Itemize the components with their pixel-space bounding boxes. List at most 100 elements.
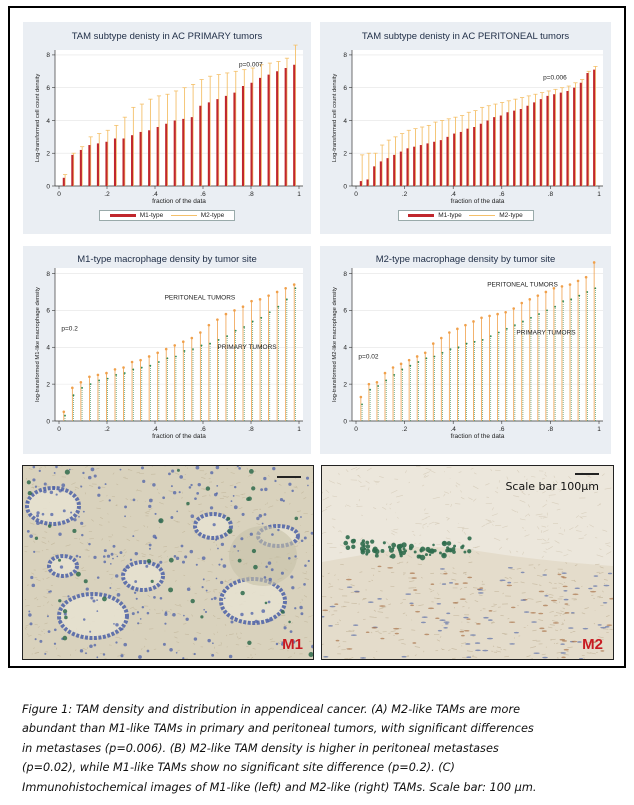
cell	[568, 627, 574, 629]
fiber	[440, 573, 444, 575]
x-tick-label: 0	[57, 191, 61, 198]
nucleus	[261, 522, 264, 525]
stained-cell	[58, 599, 62, 603]
stroma-fiber	[50, 555, 55, 558]
cell	[322, 615, 325, 618]
nucleus	[195, 563, 198, 566]
nucleus	[300, 516, 302, 518]
nucleus	[26, 500, 29, 504]
fiber	[529, 658, 534, 659]
nucleus	[209, 506, 214, 510]
stroma-fiber	[256, 523, 261, 526]
fiber	[551, 620, 558, 623]
fiber	[444, 491, 450, 494]
fiber	[555, 642, 559, 645]
x-tick-label: 0	[57, 426, 61, 433]
stroma-fiber	[36, 599, 39, 601]
nucleus	[52, 486, 56, 490]
cell	[474, 642, 481, 644]
x-tick-label: 1	[297, 191, 301, 198]
cell	[454, 583, 459, 585]
stroma-fiber	[156, 612, 162, 614]
stroma-fiber	[191, 614, 193, 617]
cell	[544, 595, 549, 597]
gland	[47, 554, 79, 578]
nucleus	[223, 597, 226, 600]
stroma-fiber	[174, 546, 179, 549]
point-primary	[417, 361, 420, 363]
nucleus	[115, 641, 118, 644]
stroma-fiber	[277, 641, 280, 644]
nucleus	[39, 639, 43, 643]
fiber	[359, 571, 363, 573]
nucleus	[263, 476, 267, 481]
x-tick-label: .6	[499, 426, 505, 433]
fiber	[519, 489, 524, 493]
stroma-fiber	[215, 652, 219, 654]
stained-cell	[237, 558, 242, 563]
nucleus	[75, 554, 79, 558]
cell	[410, 604, 415, 607]
fiber	[536, 574, 543, 577]
nucleus	[92, 599, 96, 603]
stroma-fiber	[308, 615, 313, 618]
cell	[604, 626, 610, 628]
fiber	[522, 551, 525, 555]
fiber	[472, 498, 477, 502]
stroma-fiber	[81, 525, 87, 528]
point-primary	[285, 298, 288, 301]
nucleus	[249, 532, 253, 536]
stroma-fiber	[183, 623, 187, 625]
x-tick-label: .4	[152, 426, 158, 433]
stroma-fiber	[122, 554, 126, 557]
cell	[563, 598, 569, 601]
stroma-fiber	[238, 577, 242, 580]
legend-item: M2-type	[170, 212, 224, 219]
stained-cell	[391, 542, 397, 548]
cell	[488, 619, 493, 621]
y-tick-label: 2	[46, 151, 50, 158]
nucleus	[120, 654, 124, 658]
cell	[411, 577, 417, 579]
fiber	[450, 503, 453, 508]
cell	[413, 589, 418, 591]
fiber	[598, 571, 604, 574]
point-peritoneal	[173, 344, 177, 347]
nucleus	[138, 655, 142, 659]
fiber	[485, 519, 492, 522]
nucleus	[58, 532, 62, 536]
gland	[193, 512, 233, 540]
stroma-fiber	[301, 598, 303, 601]
stroma-fiber	[103, 658, 107, 659]
fiber	[542, 538, 547, 542]
stained-cell	[83, 579, 88, 584]
nucleus	[241, 512, 245, 516]
nucleus	[137, 622, 140, 625]
nucleus	[211, 653, 215, 657]
y-tick-label: 0	[46, 183, 50, 190]
cell	[539, 627, 545, 630]
fiber	[584, 534, 587, 537]
fiber	[485, 502, 492, 505]
nucleus	[62, 509, 66, 513]
nucleus	[188, 486, 192, 489]
nucleus	[300, 539, 304, 543]
plot-area	[55, 268, 303, 421]
stained-cell	[424, 553, 428, 557]
point-primary	[522, 320, 524, 323]
fiber	[469, 592, 474, 595]
fiber	[605, 542, 611, 545]
stroma-fiber	[224, 623, 227, 627]
point-peritoneal	[181, 340, 185, 344]
fiber	[365, 480, 370, 484]
fiber	[350, 584, 355, 587]
stroma-fiber	[204, 472, 207, 475]
nucleus	[85, 652, 87, 655]
stroma-fiber	[234, 466, 240, 469]
nucleus	[59, 565, 64, 569]
fiber	[543, 551, 547, 553]
nucleus	[256, 516, 260, 521]
fiber	[457, 541, 461, 544]
fiber	[581, 511, 587, 514]
fiber	[461, 642, 467, 645]
